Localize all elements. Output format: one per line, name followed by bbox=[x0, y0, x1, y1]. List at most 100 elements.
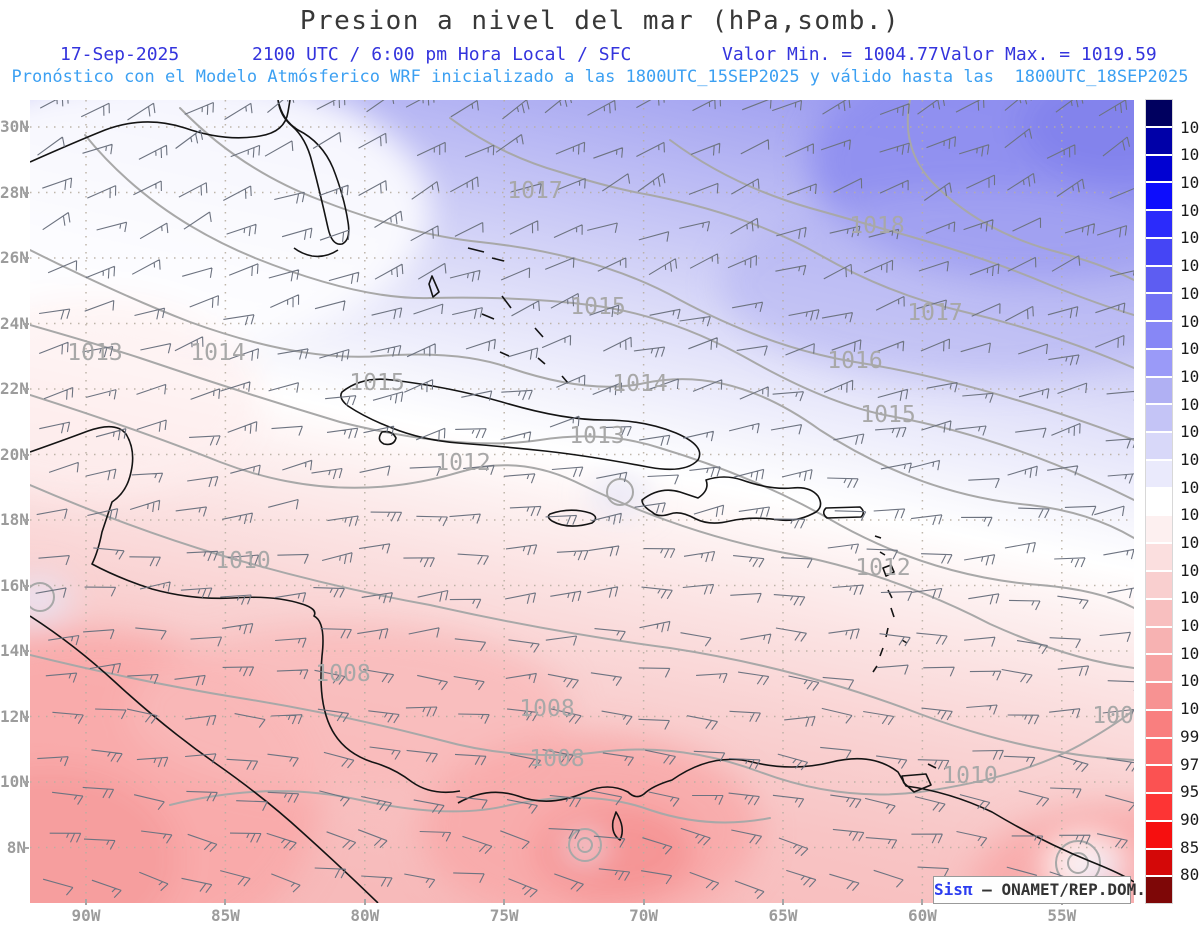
contour-label-1013: 1013 bbox=[569, 423, 624, 449]
colorbar-label-1000: 1000 bbox=[1180, 699, 1200, 719]
colorbar-segment bbox=[1146, 460, 1172, 487]
colorbar-segment bbox=[1146, 710, 1172, 737]
colorbar-segment bbox=[1146, 127, 1172, 154]
wind-barbs bbox=[35, 100, 1134, 899]
colorbar-label-1006: 1006 bbox=[1180, 616, 1200, 636]
colorbar-label-1028: 1028 bbox=[1180, 228, 1200, 248]
lat-label-22N: 22N bbox=[0, 379, 29, 398]
lon-tick bbox=[642, 899, 645, 905]
colorbar-label-990: 990 bbox=[1180, 726, 1200, 746]
contour-label-1012: 1012 bbox=[855, 555, 910, 581]
contour-labels: 1013 1014 1015 1015 1017 1014 1013 1012 1018 1017… bbox=[67, 178, 1134, 789]
colorbar-label-1014: 1014 bbox=[1180, 477, 1200, 497]
colorbar-label-1022: 1022 bbox=[1180, 283, 1200, 303]
pressure-map-svg: 1013 1014 1015 1015 1017 1014 1013 1012 1018 1017… bbox=[30, 100, 1134, 903]
colorbar-segment bbox=[1146, 322, 1172, 348]
lat-tick bbox=[23, 519, 29, 521]
lat-label-18N: 18N bbox=[0, 510, 29, 529]
colorbar-segment bbox=[1146, 683, 1172, 709]
lat-tick bbox=[23, 191, 29, 194]
lat-label-16N: 16N bbox=[0, 575, 29, 595]
colorbar-segment bbox=[1146, 627, 1172, 654]
lat-label-10N: 10N bbox=[0, 772, 29, 791]
lat-label-26N: 26N bbox=[0, 248, 29, 267]
valor-max-label: Valor Max. = 1019.59 bbox=[940, 44, 1157, 65]
colorbar-segment bbox=[1146, 516, 1172, 543]
colorbar-segment bbox=[1146, 377, 1172, 404]
lat-tick bbox=[23, 584, 29, 587]
lat-tick bbox=[23, 781, 29, 783]
colorbar-label-1012: 1012 bbox=[1180, 533, 1200, 553]
colorbar-segment bbox=[1146, 433, 1172, 459]
forecast-subtitle: Pronóstico con el Modelo Atmósferico WRF… bbox=[11, 67, 1189, 87]
watermark-separator: – bbox=[972, 880, 1002, 899]
watermark-brand: Sisπ bbox=[934, 880, 973, 899]
colorbar-label-1016: 1016 bbox=[1180, 422, 1200, 442]
lon-label-65W: 65W bbox=[768, 906, 798, 925]
colorbar-label-1050: 1050 bbox=[1180, 117, 1200, 137]
lon-label-85W: 85W bbox=[210, 906, 240, 925]
lon-label-90W: 90W bbox=[71, 906, 101, 925]
lat-tick bbox=[23, 846, 29, 849]
contour-label-1014: 1014 bbox=[612, 371, 667, 397]
lat-label-24N: 24N bbox=[0, 313, 29, 333]
lat-label-14N: 14N bbox=[0, 641, 29, 660]
valor-min-label: Valor Min. = 1004.77 bbox=[722, 44, 939, 65]
lat-tick bbox=[23, 322, 29, 325]
lat-tick bbox=[23, 388, 29, 390]
colorbar-label-800: 800 bbox=[1180, 865, 1200, 885]
colorbar-segment bbox=[1146, 544, 1172, 571]
watermark-badge: Sisπ – ONAMET/REP.DOM. bbox=[933, 876, 1146, 904]
colorbar-segment bbox=[1146, 599, 1172, 626]
colorbar bbox=[1145, 99, 1173, 904]
colorbar-label-850: 850 bbox=[1180, 837, 1200, 857]
colorbar-label-1019: 1019 bbox=[1180, 339, 1200, 359]
colorbar-label-1010: 1010 bbox=[1180, 560, 1200, 580]
page-title: Presion a nivel del mar (hPa,somb.) bbox=[299, 6, 901, 36]
colorbar-label-900: 900 bbox=[1180, 809, 1200, 829]
lat-tick bbox=[23, 257, 29, 259]
lat-tick bbox=[23, 715, 29, 718]
lon-tick bbox=[363, 899, 366, 905]
colorbar-segment bbox=[1146, 405, 1172, 432]
colorbar-segment bbox=[1146, 738, 1172, 765]
contour-label-1008: 1008 bbox=[1092, 703, 1134, 729]
map-canvas: 1013 1014 1015 1015 1017 1014 1013 1012 1018 1017… bbox=[30, 100, 1134, 903]
contour-label-1015: 1015 bbox=[349, 370, 404, 396]
contour-label-1014: 1014 bbox=[190, 340, 245, 366]
colorbar-label-1004: 1004 bbox=[1180, 643, 1200, 663]
contour-label-1015: 1015 bbox=[860, 402, 915, 428]
contour-label-1016: 1016 bbox=[827, 348, 882, 374]
colorbar-label-1020: 1020 bbox=[1180, 311, 1200, 331]
contour-label-1008: 1008 bbox=[529, 746, 584, 772]
colorbar-segment bbox=[1146, 266, 1172, 293]
latlon-gridlines bbox=[30, 100, 1134, 903]
coastlines bbox=[30, 100, 1134, 903]
colorbar-segment bbox=[1146, 211, 1172, 237]
pressure-shading-blobs bbox=[30, 100, 1134, 903]
colorbar-segment bbox=[1146, 238, 1172, 265]
contour-label-1010: 1010 bbox=[215, 548, 270, 574]
isobar-contours bbox=[30, 100, 1134, 886]
contour-label-1017: 1017 bbox=[507, 178, 562, 204]
lon-label-55W: 55W bbox=[1047, 906, 1077, 925]
contour-label-1018: 1018 bbox=[849, 213, 904, 239]
colorbar-segment bbox=[1146, 488, 1172, 515]
lon-label-70W: 70W bbox=[629, 906, 659, 925]
colorbar-label-1040: 1040 bbox=[1180, 145, 1200, 165]
contour-label-1013: 1013 bbox=[67, 340, 122, 366]
colorbar-label-1017: 1017 bbox=[1180, 394, 1200, 414]
colorbar-label-1035: 1035 bbox=[1180, 173, 1200, 193]
colorbar-segment bbox=[1146, 655, 1172, 682]
colorbar-label-1025: 1025 bbox=[1180, 256, 1200, 276]
contour-label-1008: 1008 bbox=[315, 661, 370, 687]
colorbar-segment bbox=[1146, 849, 1172, 876]
lon-tick bbox=[921, 899, 924, 905]
colorbar-label-1002: 1002 bbox=[1180, 671, 1200, 691]
colorbar-label-1018: 1018 bbox=[1180, 366, 1200, 386]
contour-label-1017: 1017 bbox=[907, 300, 962, 326]
lon-tick bbox=[85, 899, 87, 905]
colorbar-segment bbox=[1146, 155, 1172, 182]
lon-tick bbox=[782, 899, 784, 905]
colorbar-segment bbox=[1146, 294, 1172, 321]
